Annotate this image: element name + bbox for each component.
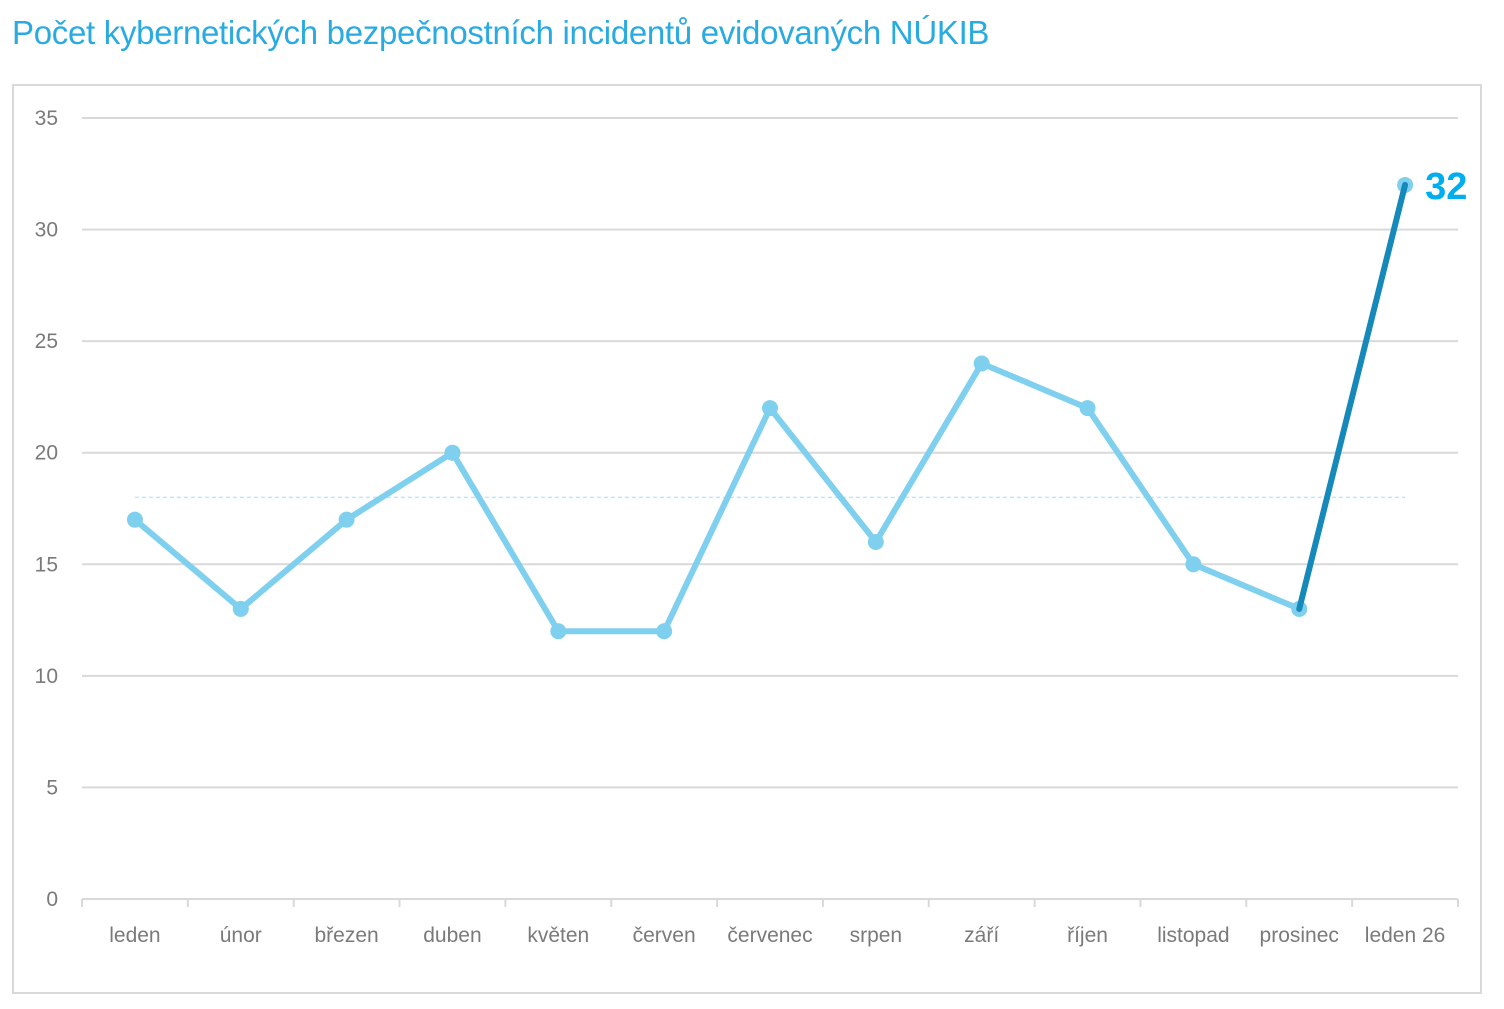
x-category-label: únor [220, 924, 262, 947]
data-point-marker[interactable] [973, 355, 990, 372]
y-tick-label: 15 [35, 553, 58, 576]
x-category-label: leden 26 [1365, 924, 1446, 947]
data-point-marker[interactable] [550, 623, 567, 640]
data-point-marker[interactable] [232, 600, 249, 617]
y-tick-label: 25 [35, 330, 58, 353]
x-category-label: květen [527, 924, 589, 947]
data-point-marker[interactable] [867, 533, 884, 550]
x-category-label: červenec [727, 924, 812, 947]
x-category-label: červen [633, 924, 696, 947]
y-tick-label: 0 [46, 888, 58, 911]
x-category-label: listopad [1157, 924, 1229, 947]
x-category-label: leden [109, 924, 160, 947]
data-point-marker[interactable] [1185, 556, 1202, 573]
x-category-label: prosinec [1260, 924, 1339, 947]
data-point-marker[interactable] [762, 400, 778, 417]
y-tick-label: 35 [35, 107, 58, 130]
y-tick-label: 10 [35, 665, 58, 688]
x-category-label: září [964, 924, 999, 947]
y-tick-label: 20 [35, 442, 58, 465]
y-tick-label: 30 [35, 219, 58, 242]
y-tick-label: 5 [46, 776, 58, 799]
data-point-marker[interactable] [126, 511, 143, 528]
data-point-marker[interactable] [338, 511, 355, 528]
data-point-marker[interactable] [444, 444, 461, 461]
chart-title: Počet kybernetických bezpečnostních inci… [12, 14, 990, 51]
series-line [132, 360, 1301, 635]
highlight-segment [1296, 181, 1409, 612]
chart-frame [12, 84, 1482, 994]
x-category-label: srpen [850, 924, 903, 947]
x-category-label: duben [423, 924, 481, 947]
data-point-marker[interactable] [656, 623, 673, 640]
x-category-label: březen [315, 924, 379, 947]
data-point-marker[interactable] [1079, 400, 1096, 417]
x-category-label: říjen [1067, 924, 1108, 947]
data-label: 32 [1425, 166, 1467, 208]
